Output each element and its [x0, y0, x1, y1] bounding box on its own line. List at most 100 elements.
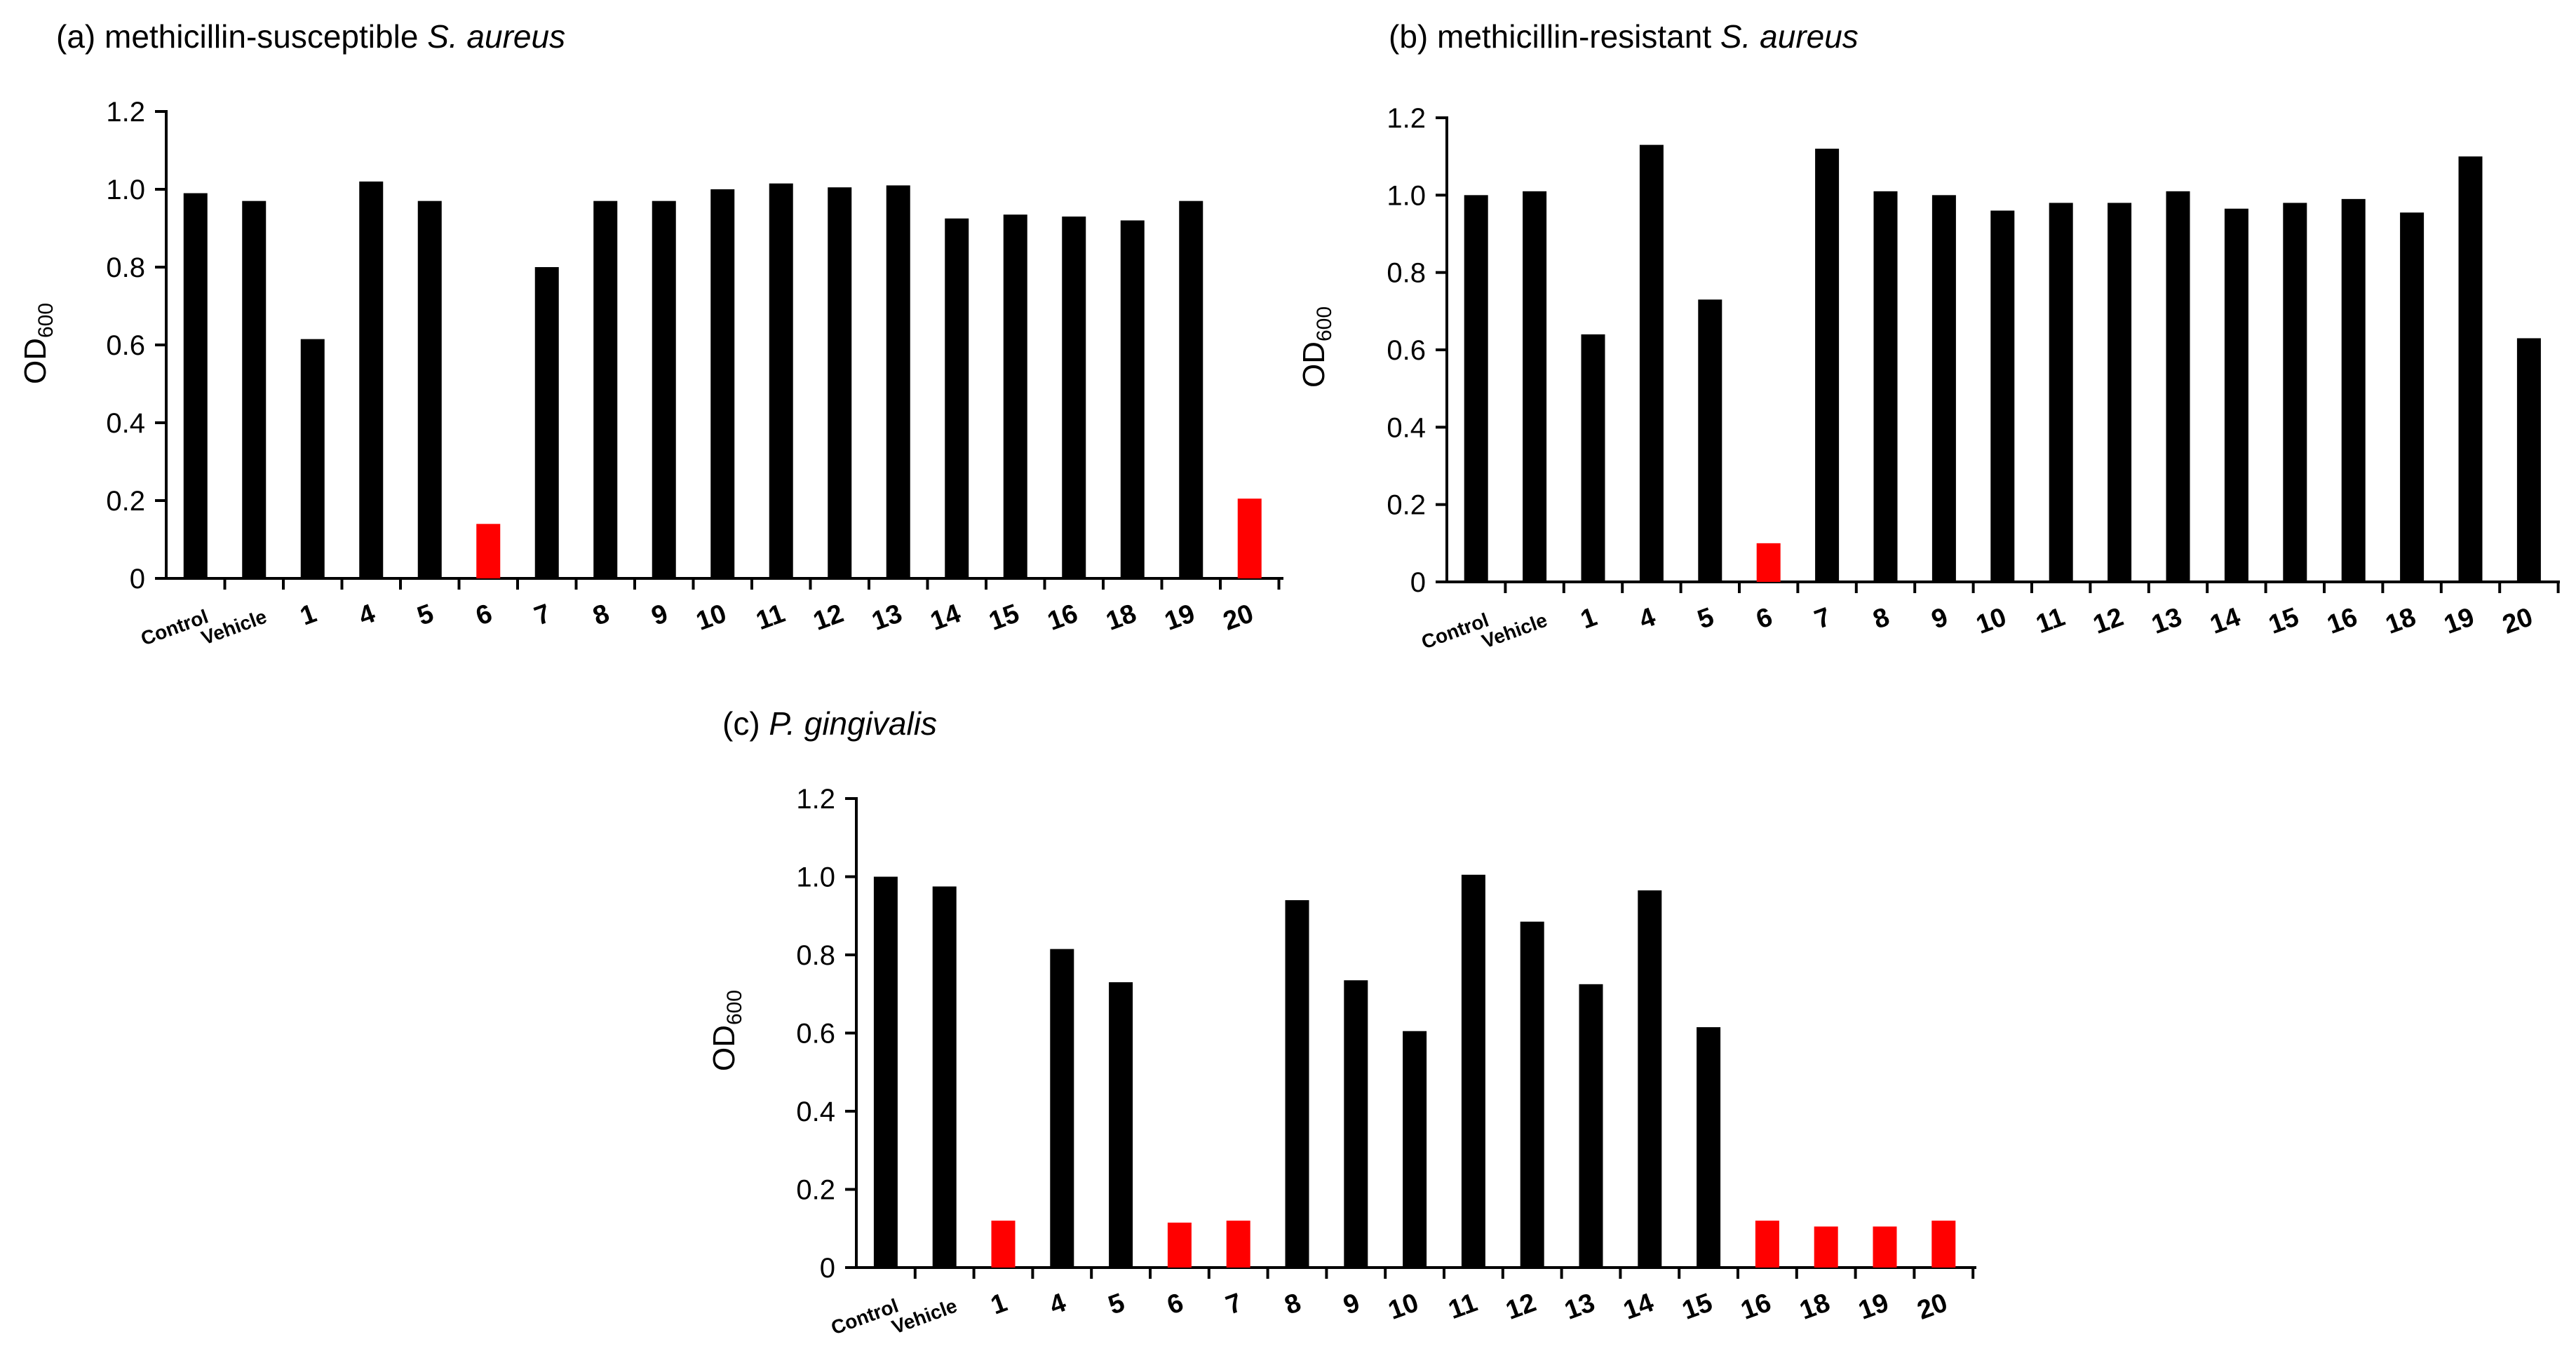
- y-tick-label: 0.2: [1387, 490, 1426, 521]
- bar-7: [1815, 149, 1840, 583]
- x-tick-label: 7: [531, 599, 555, 632]
- x-tick-label: 9: [648, 599, 672, 632]
- x-tick-label: 12: [809, 599, 847, 637]
- y-tick-label: 0.6: [1387, 335, 1426, 366]
- y-axis-label-subscript: 600: [723, 990, 746, 1025]
- y-tick-label: 0: [820, 1253, 835, 1284]
- bar-16: [2341, 198, 2366, 583]
- x-tick-label: 11: [2032, 602, 2069, 639]
- bar-5: [1109, 982, 1133, 1268]
- y-tick-label: 0.4: [1387, 412, 1426, 443]
- x-tick-label: 5: [1694, 602, 1718, 635]
- panel-title: (b) methicillin-resistant S. aureus: [1389, 18, 1859, 55]
- bar-16: [1062, 216, 1086, 579]
- x-tick-label: 12: [1502, 1288, 1540, 1326]
- panel-c: (c) P. gingivalis OD600 0 0.2 0.4 0.6 0.8 1.0 1.…: [707, 705, 1976, 1339]
- x-tick-label: 14: [2206, 602, 2244, 640]
- panel-title-prefix: (a) methicillin-susceptible: [56, 18, 427, 55]
- bar-16: [1755, 1221, 1779, 1268]
- x-tick-label: 5: [414, 599, 438, 632]
- bar-1: [1581, 334, 1605, 582]
- bar-10: [1403, 1031, 1427, 1268]
- panel-title-organism: S. aureus: [1720, 18, 1859, 55]
- bar-11: [2049, 203, 2073, 582]
- y-tick-label: 0.8: [1387, 258, 1426, 289]
- bar-18: [1120, 220, 1145, 578]
- bar-12: [2108, 203, 2132, 582]
- x-tick-label: 6: [472, 599, 496, 632]
- x-tick-label: 6: [1164, 1288, 1187, 1321]
- x-tick-label: 15: [2265, 602, 2302, 640]
- y-tick-label: 1.2: [796, 784, 835, 815]
- bar-8: [593, 201, 618, 578]
- y-tick-label: 0.2: [796, 1175, 835, 1206]
- bar-8: [1285, 899, 1309, 1268]
- y-tick-label: 1.0: [1387, 180, 1426, 211]
- bar-9: [1344, 980, 1368, 1268]
- bar-control: [873, 876, 898, 1268]
- x-tick-label: 19: [2440, 602, 2478, 640]
- x-tick-label: 1: [987, 1288, 1011, 1321]
- bar-5: [1698, 299, 1722, 582]
- bar-10: [1990, 210, 2015, 582]
- x-tick-label: 4: [1046, 1288, 1070, 1321]
- y-axis-label: OD600: [18, 303, 58, 384]
- x-tick-label: 10: [692, 599, 730, 637]
- bar-9: [652, 201, 676, 578]
- x-tick-label: 1: [297, 599, 321, 632]
- x-tick-label: 12: [2089, 602, 2127, 640]
- y-tick-label: 0: [130, 564, 145, 595]
- x-tick-label: 16: [1737, 1288, 1775, 1326]
- x-tick-label: 4: [355, 599, 379, 632]
- bar-4: [1050, 949, 1074, 1268]
- x-tick-label: Vehicle: [1479, 609, 1550, 653]
- bar-8: [1873, 191, 1898, 583]
- y-tick-label: 0: [1410, 567, 1426, 598]
- bar-20: [1931, 1221, 1956, 1268]
- x-tick-label: 7: [1811, 602, 1835, 635]
- bar-vehicle: [1523, 191, 1547, 583]
- x-tick-label: Vehicle: [198, 606, 269, 649]
- bar-7: [1226, 1221, 1250, 1268]
- x-tick-label: 13: [1560, 1288, 1598, 1326]
- x-tick-label: 8: [1869, 602, 1893, 635]
- x-tick-label: 14: [926, 599, 964, 637]
- bar-6: [1756, 543, 1781, 582]
- bar-18: [2400, 212, 2425, 582]
- y-tick-label: 0.4: [106, 408, 145, 439]
- panel-a: (a) methicillin-susceptible S. aureusOD6…: [18, 18, 1283, 650]
- panel-title-organism: S. aureus: [427, 18, 565, 55]
- bar-4: [359, 181, 384, 578]
- x-tick-label: 20: [1913, 1288, 1951, 1326]
- y-tick-label: 0.4: [796, 1096, 835, 1127]
- bar-11: [769, 183, 793, 578]
- x-tick-label: 16: [2324, 602, 2361, 640]
- bar-13: [1579, 984, 1603, 1268]
- y-tick-label: 1.0: [106, 175, 145, 205]
- bar-15: [1697, 1027, 1721, 1268]
- bar-14: [945, 218, 969, 578]
- x-tick-label: 18: [1102, 599, 1140, 637]
- bar-20: [1237, 498, 1262, 578]
- x-tick-label: 19: [1161, 599, 1199, 637]
- x-tick-label: 5: [1105, 1288, 1128, 1321]
- x-tick-label: 1: [1577, 602, 1600, 635]
- y-axis-label: OD600: [707, 990, 746, 1071]
- x-tick-label: 8: [589, 599, 613, 632]
- bar-12: [1520, 921, 1544, 1268]
- x-tick-label: 20: [1220, 599, 1257, 637]
- bar-1: [300, 339, 325, 578]
- bar-14: [1638, 890, 1662, 1268]
- y-axis-label: OD600: [1297, 306, 1336, 388]
- bar-15: [2283, 203, 2307, 582]
- bar-5: [417, 201, 442, 578]
- bar-vehicle: [242, 201, 267, 578]
- y-tick-label: 1.2: [106, 97, 145, 128]
- x-tick-label: 18: [2382, 602, 2420, 640]
- panel-title: (c) P. gingivalis: [722, 705, 937, 742]
- x-tick-label: 19: [1854, 1288, 1892, 1326]
- y-axis-label-main: OD: [18, 338, 53, 384]
- y-axis-label-main: OD: [707, 1025, 741, 1071]
- x-tick-label: 14: [1619, 1288, 1657, 1326]
- bar-13: [886, 185, 910, 578]
